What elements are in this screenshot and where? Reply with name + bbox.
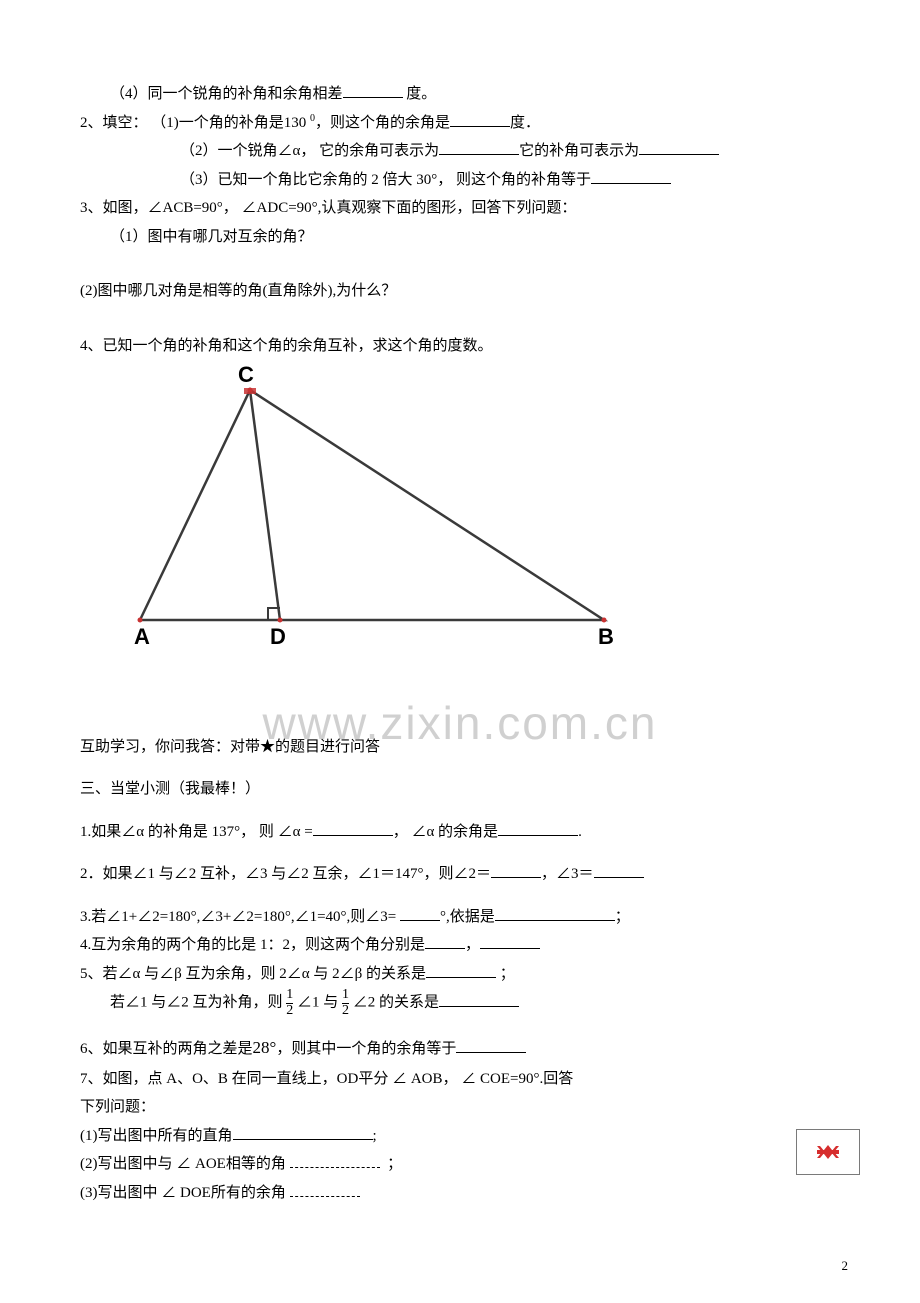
t7a: 7、如图，点 A、O、B 在同一直线上，OD平分 ∠ AOB， ∠ COE=90… bbox=[80, 1071, 573, 1087]
t6a: 6、如果互补的两角之差是 bbox=[80, 1041, 253, 1057]
triangle-label-D: D bbox=[270, 624, 286, 649]
page-number: 2 bbox=[842, 1254, 849, 1279]
blank bbox=[456, 1037, 526, 1053]
q2-3: （3）已知一个角比它余角的 2 倍大 30°， 则这个角的补角等于 bbox=[180, 172, 591, 188]
t7-2b: ； bbox=[387, 1156, 402, 1172]
blank bbox=[491, 862, 541, 878]
t3c: ； bbox=[615, 909, 630, 925]
t7-3: (3)写出图中 ∠ DOE所有的余角 bbox=[80, 1185, 290, 1201]
blank bbox=[639, 139, 719, 155]
broken-image-icon bbox=[817, 1144, 839, 1160]
q2-head: 2、填空： （1)一个角的补角是130 bbox=[80, 115, 310, 131]
q4: 4、已知一个角的补角和这个角的余角互补，求这个角的度数。 bbox=[80, 338, 493, 354]
blank bbox=[343, 82, 403, 98]
t1a: 1.如果∠α 的补角是 137°， 则 ∠α = bbox=[80, 824, 313, 840]
blank bbox=[591, 168, 671, 184]
t4b: ， bbox=[465, 937, 480, 953]
t3b: °,依据是 bbox=[440, 909, 495, 925]
q1-4-tail: 度。 bbox=[403, 86, 437, 102]
t7-1: (1)写出图中所有的直角 bbox=[80, 1128, 233, 1144]
t3a: 3.若∠1+∠2=180°,∠3+∠2=180°,∠1=40°,则∠3= bbox=[80, 909, 400, 925]
blank bbox=[495, 905, 615, 921]
dashed-blank bbox=[290, 1181, 360, 1197]
fraction-half-2: 12 bbox=[342, 988, 349, 1018]
blank bbox=[439, 991, 519, 1007]
blank bbox=[425, 933, 465, 949]
section3-title: 三、当堂小测（我最棒！） bbox=[80, 781, 260, 797]
blank bbox=[439, 139, 519, 155]
blank bbox=[480, 933, 540, 949]
blank bbox=[498, 820, 578, 836]
blank bbox=[313, 820, 393, 836]
q1-4-text: （4）同一个锐角的补角和余角相差 bbox=[110, 86, 343, 102]
q2-2-mid: 它的补角可表示为 bbox=[519, 143, 639, 159]
t5a: 5、若∠α 与∠β 互为余角，则 2∠α 与 2∠β 的关系是 bbox=[80, 966, 426, 982]
triangle-figure: A D B C bbox=[80, 360, 840, 667]
blank bbox=[450, 111, 510, 127]
triangle-label-B: B bbox=[598, 624, 614, 649]
q3-2: (2)图中哪几对角是相等的角(直角除外),为什么？ bbox=[80, 283, 396, 299]
t2a: 2．如果∠1 与∠2 互补，∠3 与∠2 互余，∠1＝147°，则∠2＝ bbox=[80, 866, 491, 882]
t6b: ，则其中一个角的余角等于 bbox=[276, 1041, 456, 1057]
t5b: ； bbox=[496, 966, 515, 982]
triangle-label-C: C bbox=[238, 366, 254, 387]
t5-2a: 若∠1 与∠2 互为补角，则 bbox=[110, 995, 283, 1011]
q2-tail: ，则这个角的余角是 bbox=[315, 115, 450, 131]
dashed-blank bbox=[290, 1152, 380, 1168]
blank bbox=[233, 1124, 373, 1140]
q3-1: （1）图中有哪几对互余的角？ bbox=[110, 229, 313, 245]
t7-1b: ; bbox=[373, 1128, 377, 1144]
t2b: ，∠3＝ bbox=[541, 866, 594, 882]
t7-2: (2)写出图中与 ∠ AOE相等的角 bbox=[80, 1156, 290, 1172]
t1c: . bbox=[578, 824, 582, 840]
t4a: 4.互为余角的两个角的比是 1：2，则这两个角分别是 bbox=[80, 937, 425, 953]
broken-image-placeholder bbox=[796, 1129, 860, 1175]
q3: 3、如图，∠ACB=90°， ∠ADC=90°,认真观察下面的图形，回答下列问题… bbox=[80, 200, 576, 216]
blank bbox=[426, 962, 496, 978]
t5-2b: ∠1 与 bbox=[297, 995, 338, 1011]
fraction-half-1: 12 bbox=[286, 988, 293, 1018]
q2-2: （2）一个锐角∠α， 它的余角可表示为 bbox=[180, 143, 439, 159]
help-line: 互助学习，你问我答：对带★的题目进行问答 bbox=[80, 739, 380, 755]
t7b: 下列问题： bbox=[80, 1099, 155, 1115]
q2-tail2: 度． bbox=[510, 115, 540, 131]
t1b: ， ∠α 的余角是 bbox=[393, 824, 498, 840]
t6deg: 28° bbox=[253, 1038, 277, 1057]
triangle-label-A: A bbox=[134, 624, 150, 649]
t5-2c: ∠2 的关系是 bbox=[353, 995, 439, 1011]
blank bbox=[400, 905, 440, 921]
blank bbox=[594, 862, 644, 878]
